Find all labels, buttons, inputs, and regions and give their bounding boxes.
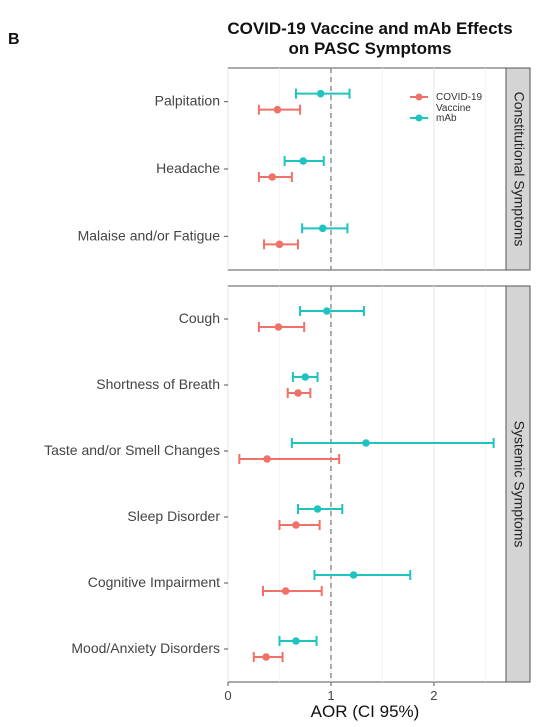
mab-estimate xyxy=(291,372,319,382)
mab-estimate xyxy=(299,306,365,316)
chart-title-line-1: COVID-19 Vaccine and mAb Effects xyxy=(227,19,512,38)
mab-point xyxy=(313,505,322,513)
mab-point xyxy=(362,439,370,447)
symptom-row: Mood/Anxiety Disorders xyxy=(71,636,318,662)
plot-panels: Constitutional Symptoms Palpitation Headac… xyxy=(44,67,531,683)
panel-1: Constitutional Symptoms Palpitation Headac… xyxy=(78,67,531,271)
mab-estimate xyxy=(297,504,344,514)
vaccine-point xyxy=(292,521,300,529)
chart-title-line-2: on PASC Symptoms xyxy=(288,39,451,58)
vaccine-estimate xyxy=(238,454,341,464)
vaccine-point xyxy=(273,105,282,114)
x-tick-label: 1 xyxy=(327,688,334,703)
symptom-label: Taste and/or Smell Changes xyxy=(44,442,220,458)
mab-estimate xyxy=(301,223,349,234)
panel-tag: B xyxy=(8,31,20,48)
mab-point xyxy=(316,89,325,98)
legend-entry-mab: mAb xyxy=(410,113,457,124)
vaccine-estimate xyxy=(257,172,293,182)
symptom-row: Sleep Disorder xyxy=(127,504,344,530)
legend-label: COVID-19 xyxy=(436,92,483,103)
panel-2: Systemic Symptoms Cough Shortness of Breat… xyxy=(44,285,531,683)
vaccine-estimate xyxy=(257,322,306,332)
symptom-row: Cough xyxy=(179,306,365,332)
mab-point xyxy=(323,307,331,315)
symptom-row: Malaise and/or Fatigue xyxy=(78,223,349,250)
vaccine-estimate xyxy=(278,520,321,530)
legend-key-point xyxy=(415,93,423,101)
mab-estimate xyxy=(290,438,495,448)
x-tick-label: 2 xyxy=(430,688,437,703)
symptom-label: Headache xyxy=(156,160,220,176)
vaccine-estimate xyxy=(252,652,284,662)
legend-label: mAb xyxy=(436,113,457,124)
symptom-row: Shortness of Breath xyxy=(96,372,319,398)
mab-point xyxy=(299,157,307,165)
symptom-label: Sleep Disorder xyxy=(127,508,220,524)
mab-estimate xyxy=(313,570,412,580)
x-tick-label: 0 xyxy=(224,688,231,703)
vaccine-point xyxy=(275,240,284,249)
facet-strip-label: Systemic Symptoms xyxy=(511,421,527,548)
symptom-label: Cough xyxy=(179,310,220,326)
symptom-row: Taste and/or Smell Changes xyxy=(44,438,495,464)
vaccine-point xyxy=(274,323,283,331)
mab-estimate xyxy=(294,88,351,99)
vaccine-point xyxy=(263,455,271,463)
vaccine-point xyxy=(262,653,270,661)
vaccine-point xyxy=(281,587,290,595)
mab-estimate xyxy=(283,156,325,166)
symptom-label: Shortness of Breath xyxy=(96,376,220,392)
facet-strip xyxy=(505,285,531,683)
mab-point xyxy=(301,373,310,381)
mab-estimate xyxy=(278,636,318,646)
facet-strip-label: Constitutional Symptoms xyxy=(511,92,527,247)
symptom-label: Cognitive Impairment xyxy=(88,574,220,590)
vaccine-estimate xyxy=(263,239,300,250)
mab-point xyxy=(318,224,327,233)
legend-label: Vaccine xyxy=(436,103,471,114)
vaccine-estimate xyxy=(257,104,302,115)
vaccine-point xyxy=(268,173,277,181)
legend-key-point xyxy=(415,114,423,122)
vaccine-estimate xyxy=(286,388,312,398)
symptom-row: Cognitive Impairment xyxy=(88,570,412,596)
symptom-label: Malaise and/or Fatigue xyxy=(78,227,221,243)
symptom-row: Headache xyxy=(156,156,325,182)
panel-background xyxy=(227,285,507,683)
symptom-row: Palpitation xyxy=(155,88,351,115)
x-axis: 0 1 2 xyxy=(224,682,438,703)
symptom-label: Palpitation xyxy=(155,93,220,109)
x-axis-title: AOR (CI 95%) xyxy=(311,702,420,721)
mab-point xyxy=(349,571,358,579)
mab-point xyxy=(292,637,300,645)
panel-background xyxy=(227,67,507,271)
symptom-label: Mood/Anxiety Disorders xyxy=(71,640,220,656)
facet-strip xyxy=(505,67,531,271)
vaccine-estimate xyxy=(262,586,323,596)
vaccine-point xyxy=(294,389,302,397)
